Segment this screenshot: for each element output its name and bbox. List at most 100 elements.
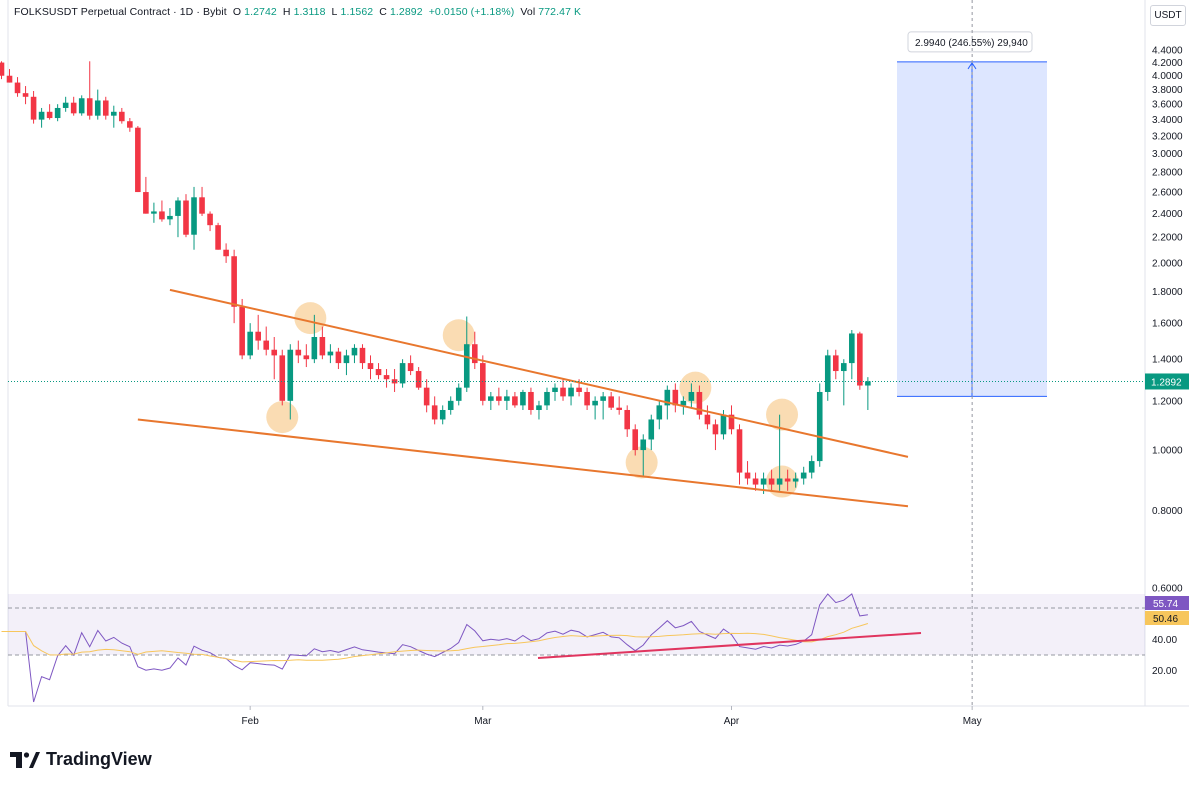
price-tick-label-0: 4.4000: [1152, 46, 1183, 57]
candle-body-102: [816, 391, 823, 462]
candle-body-91: [728, 414, 735, 430]
rsi-ma-line: [1, 623, 869, 663]
price-tick-label-1: 4.2000: [1152, 58, 1183, 69]
x-tick-label-may: May: [963, 716, 982, 727]
candle-body-45: [359, 347, 366, 364]
candle-body-20: [159, 211, 165, 220]
candle-body-5: [38, 111, 45, 120]
touch-highlight-1: [294, 302, 327, 335]
candle-body-18: [143, 192, 149, 214]
candle-body-99: [792, 478, 799, 482]
candle-body-106: [849, 333, 855, 364]
high-label: H: [282, 6, 291, 18]
candle-body-53: [423, 387, 430, 406]
price-tick-label-8: 2.8000: [1152, 168, 1183, 179]
candle-body-22: [175, 200, 181, 216]
candle-body-77: [616, 407, 622, 410]
candle-body-8: [62, 102, 69, 108]
candle-body-52: [415, 371, 422, 388]
last-price-badge: [1145, 373, 1189, 390]
candle-body-105: [840, 363, 847, 372]
candle-body-19: [151, 211, 157, 214]
candle-body-6: [46, 111, 53, 119]
rsi-band: [8, 594, 1145, 655]
low-value: 1.1562: [340, 6, 374, 18]
price-tick-label-10: 2.4000: [1152, 209, 1183, 220]
candle-body-58: [463, 344, 470, 388]
candle-body-12: [94, 100, 101, 116]
candle-body-72: [576, 387, 582, 392]
candle-body-96: [768, 478, 775, 485]
currency-badge[interactable]: USDT: [1150, 5, 1186, 26]
candle-body-76: [608, 396, 614, 408]
candle-body-29: [231, 256, 237, 307]
candle-body-9: [70, 102, 77, 114]
candle-body-59: [471, 344, 478, 364]
price-tick-label-13: 1.8000: [1152, 287, 1183, 298]
candle-body-101: [808, 461, 815, 473]
candle-body-38: [303, 355, 310, 360]
symbol-legend: FOLKSUSDT Perpetual Contract · 1D · Bybi…: [14, 6, 584, 18]
candle-body-69: [552, 387, 558, 392]
candle-body-49: [391, 379, 398, 384]
symbol-title: FOLKSUSDT Perpetual Contract · 1D · Bybi…: [14, 6, 227, 18]
candle-body-23: [183, 200, 189, 235]
tradingview-logo-icon: [10, 751, 40, 768]
candle-body-73: [584, 391, 590, 406]
currency-badge-label: USDT: [1154, 10, 1182, 21]
candle-body-39: [311, 337, 318, 360]
candle-body-3: [22, 93, 29, 97]
x-tick-label-feb: Feb: [242, 716, 260, 727]
measure-label-box: [907, 31, 1033, 53]
rsi-ma-badge: [1145, 611, 1189, 625]
candle-body-47: [375, 369, 382, 376]
candle-body-57: [455, 387, 462, 401]
candle-body-64: [512, 396, 518, 406]
candle-body-14: [110, 111, 117, 116]
candle-body-61: [488, 396, 494, 401]
candle-body-35: [279, 355, 286, 401]
tradingview-logo[interactable]: TradingView: [10, 749, 152, 770]
x-tick-label-apr: Apr: [724, 716, 740, 727]
rsi-tick-label-1: 40.00: [1152, 635, 1177, 646]
touch-highlight-3: [625, 446, 658, 479]
candle-body-79: [632, 429, 639, 451]
candle-body-11: [86, 98, 93, 116]
candle-body-65: [520, 391, 526, 406]
open-value: 1.2742: [244, 6, 277, 18]
candle-body-44: [351, 347, 358, 356]
candle-body-104: [832, 355, 839, 372]
candle-body-7: [54, 107, 61, 119]
candle-body-87: [696, 391, 703, 415]
candle-body-30: [239, 306, 245, 356]
candle-body-1: [6, 75, 13, 83]
candle-body-34: [271, 349, 278, 356]
candle-body-89: [712, 424, 719, 435]
low-label: L: [331, 6, 338, 18]
rsi-support-trendline: [537, 632, 922, 659]
candle-body-55: [439, 409, 446, 420]
candle-body-95: [760, 478, 767, 485]
price-tick-label-7: 3.0000: [1152, 149, 1183, 160]
price-tick-label-6: 3.2000: [1152, 131, 1183, 142]
volume-value: 772.47 K: [538, 6, 582, 18]
candle-body-15: [119, 111, 125, 122]
candle-body-108: [865, 381, 871, 386]
candle-body-36: [287, 349, 294, 401]
candle-body-43: [343, 355, 350, 364]
candle-body-2: [14, 82, 21, 94]
candle-body-51: [407, 363, 414, 372]
rsi-value-badge: [1145, 596, 1189, 610]
touch-highlight-2: [442, 319, 475, 352]
candle-body-83: [664, 389, 671, 406]
candle-body-88: [704, 414, 711, 425]
candle-body-17: [135, 127, 141, 193]
candle-body-67: [536, 405, 542, 410]
candle-body-10: [78, 98, 85, 114]
rsi-line: [1, 593, 868, 703]
candle-body-81: [648, 419, 655, 440]
candle-body-0: [0, 62, 5, 76]
candle-body-66: [528, 391, 534, 410]
